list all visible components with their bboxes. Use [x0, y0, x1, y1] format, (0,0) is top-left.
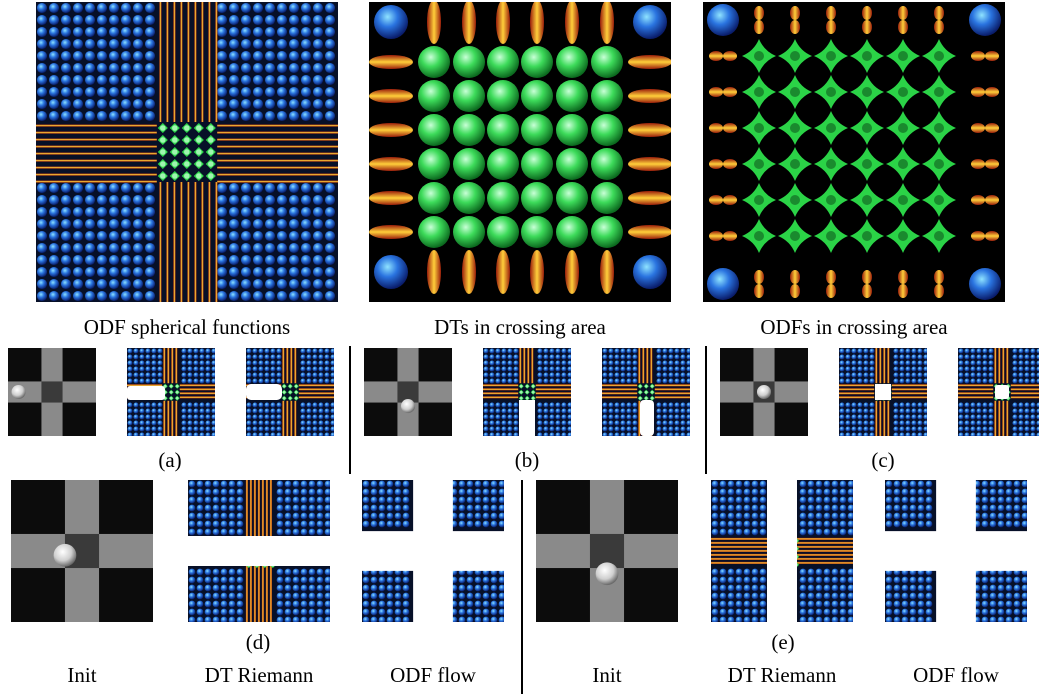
- label-dt-riemann-left: DT Riemann: [188, 663, 330, 688]
- panel-e-dt-riemann: [711, 480, 853, 622]
- label-dt-riemann-right: DT Riemann: [711, 663, 853, 688]
- divider-ab: [349, 346, 351, 474]
- panel-c-dt-riemann: [839, 348, 927, 436]
- panel-c-odf-flow: [958, 348, 1039, 436]
- label-init-left: Init: [11, 663, 153, 688]
- label-odf-flow-right: ODF flow: [885, 663, 1027, 688]
- label-init-right: Init: [536, 663, 678, 688]
- panel-e-init: [536, 480, 678, 622]
- label-b: (b): [477, 448, 577, 473]
- panel-a-init: [8, 348, 96, 436]
- odfs-crossing-area-image: [703, 2, 1005, 302]
- panel-d-dt-riemann: [188, 480, 330, 622]
- panel-b-odf-flow: [602, 348, 690, 436]
- panel-a-odf-flow: [246, 348, 334, 436]
- odf-spherical-functions-image: [36, 2, 338, 302]
- panel-b-init: [364, 348, 452, 436]
- panel-b-dt-riemann: [483, 348, 571, 436]
- panel-c-init: [720, 348, 808, 436]
- label-a: (a): [120, 448, 220, 473]
- panel-d-odf-flow: [362, 480, 504, 622]
- dts-crossing-area-image: [369, 2, 671, 302]
- divider-bc: [705, 346, 707, 474]
- caption-dts-crossing-area: DTs in crossing area: [369, 315, 671, 340]
- caption-odf-spherical-functions: ODF spherical functions: [36, 315, 338, 340]
- caption-odfs-crossing-area: ODFs in crossing area: [703, 315, 1005, 340]
- panel-e-odf-flow: [885, 480, 1027, 622]
- panel-d-init: [11, 480, 153, 622]
- divider-de: [521, 480, 523, 694]
- label-odf-flow-left: ODF flow: [362, 663, 504, 688]
- label-e: (e): [733, 630, 833, 655]
- label-c: (c): [833, 448, 933, 473]
- panel-a-dt-riemann: [127, 348, 215, 436]
- label-d: (d): [208, 630, 308, 655]
